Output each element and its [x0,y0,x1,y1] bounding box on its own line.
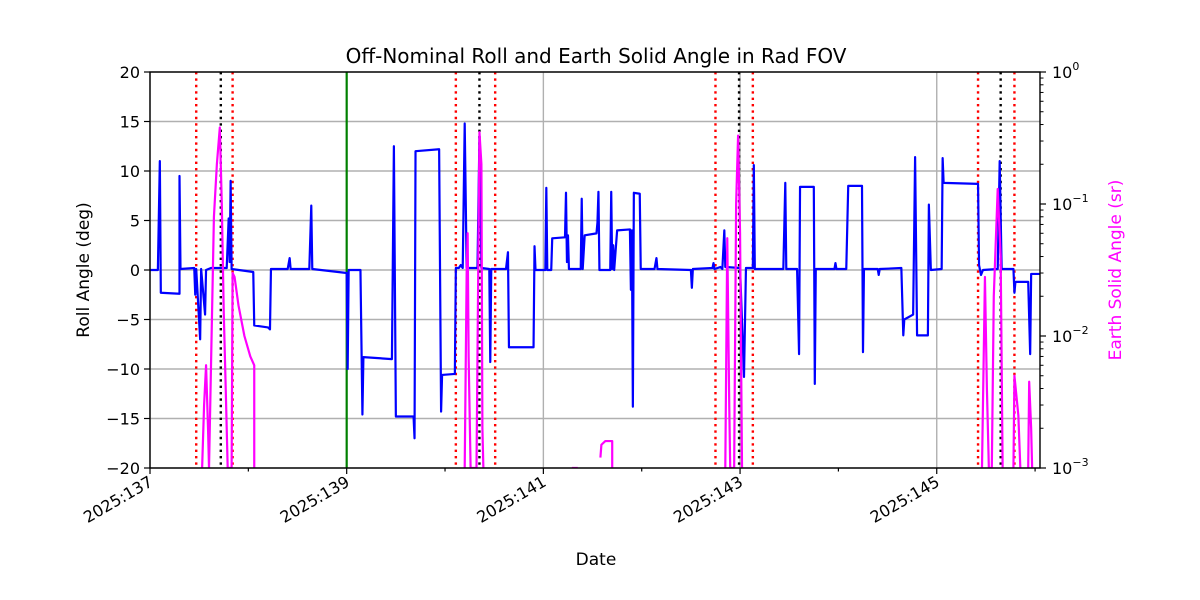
earth-solid-angle-line [201,126,1034,468]
right-y-axis-label: Earth Solid Angle (sr) [1106,180,1126,361]
y-tick-label: 10 [120,162,140,181]
y-tick-label: 20 [120,63,140,82]
y-axis-label: Roll Angle (deg) [74,202,94,337]
y-tick-label: 5 [130,212,140,231]
y-tick-label: −5 [116,311,140,330]
data-series [150,122,1040,468]
roll-angle-line [150,122,1040,440]
y-axis-ticks: 20 15 10 5 0 −5 −10 −15 −20 [106,63,150,478]
y-tick-label: 15 [120,113,140,132]
y-tick-label: −15 [106,410,140,429]
y-tick-label: 0 [130,261,140,280]
chart-title: Off-Nominal Roll and Earth Solid Angle i… [346,44,847,68]
x-axis-label: Date [576,550,617,570]
y-tick-label: −10 [106,360,140,379]
y-tick-label: −20 [106,459,140,478]
